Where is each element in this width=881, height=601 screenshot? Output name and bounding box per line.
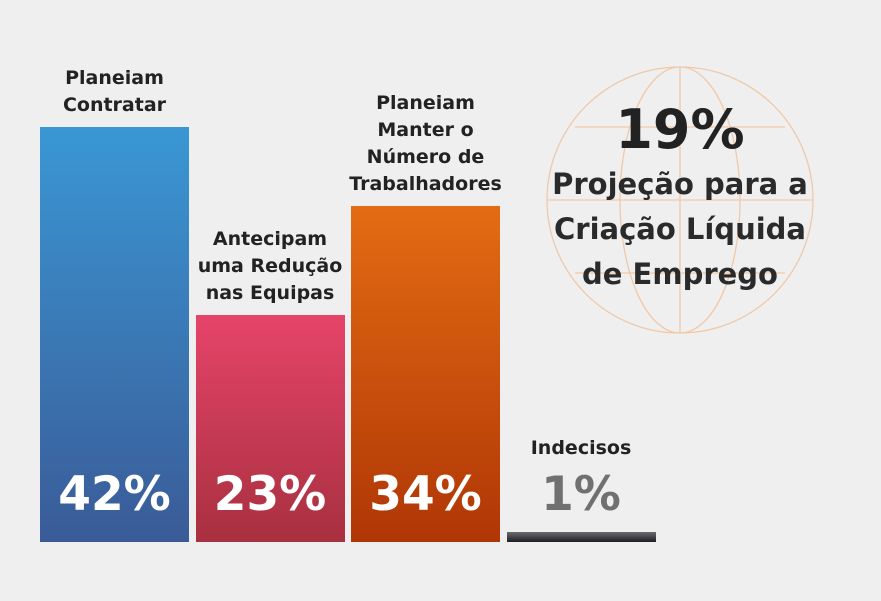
value-label: 23% [213,467,327,522]
annotation-value: 19% [615,98,745,161]
category-label: Indecisos [530,437,632,459]
annotation-text: Projeção para a Criação Líquida de Empre… [552,167,808,291]
bar [506,532,656,542]
bar [195,314,345,542]
category-label: Planeiam Manter o Número de Trabalhadore… [349,92,502,196]
bar [351,206,500,542]
category-label: Antecipam uma Redução nas Equipas [197,227,343,304]
category-label: Planeiam Contratar [62,67,167,117]
value-label: 1% [541,467,621,522]
value-label: 42% [58,467,171,522]
value-label: 34% [369,467,482,522]
bar [40,127,189,542]
